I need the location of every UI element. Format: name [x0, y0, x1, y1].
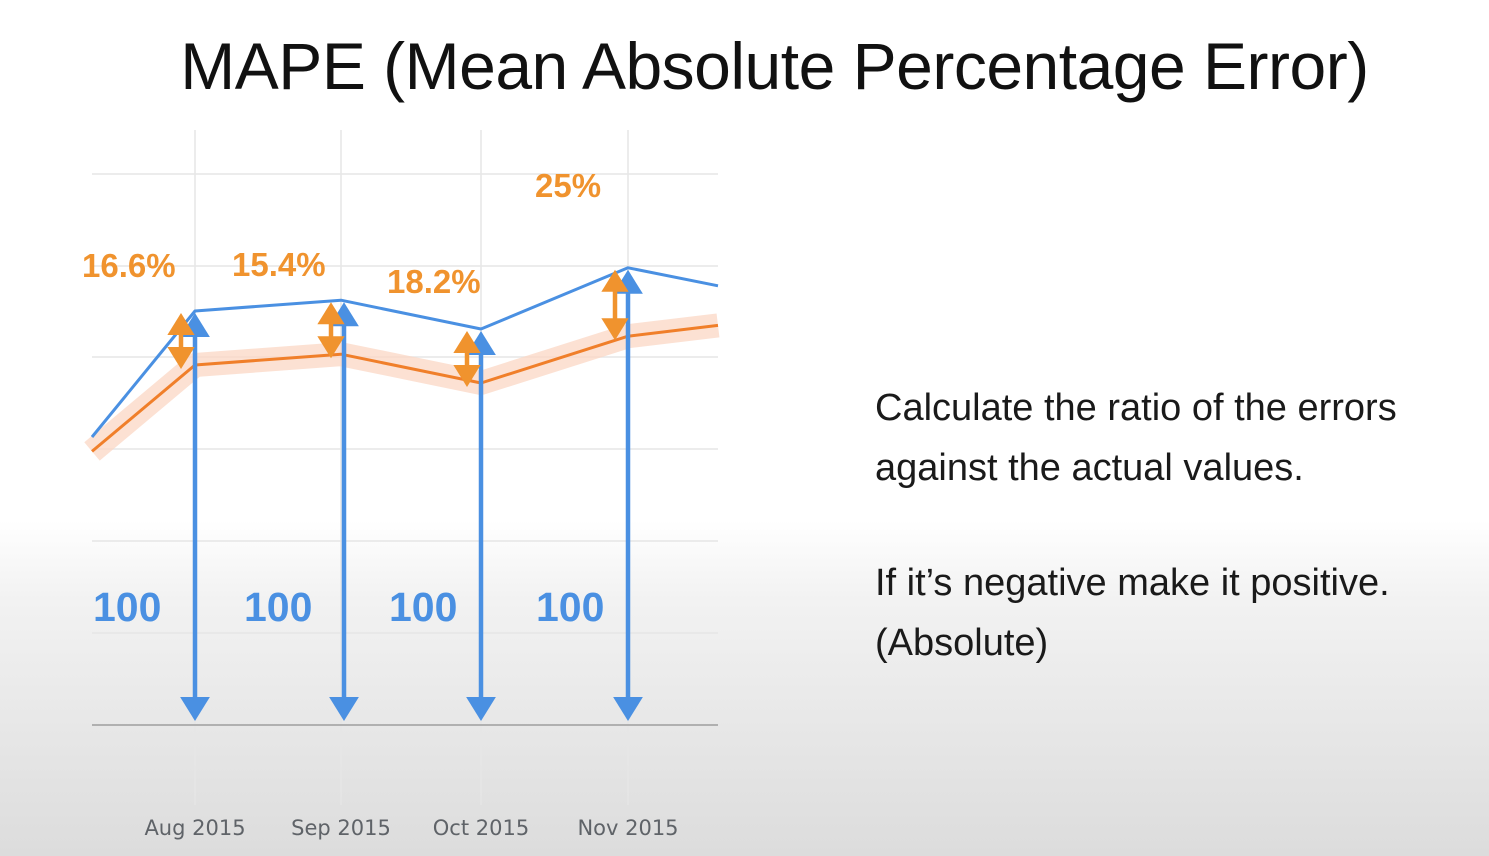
x-tick-label: Oct 2015: [433, 816, 529, 840]
error-arrow-head: [453, 331, 481, 353]
error-percent-label: 25%: [535, 167, 601, 204]
error-arrow-head: [317, 302, 345, 325]
absolute-note-line: (Absolute): [875, 622, 1049, 664]
absolute-note-line: If it’s negative make it positive.: [875, 562, 1390, 604]
forecast-line: [91, 323, 719, 453]
actual-value-label: 100: [244, 584, 312, 630]
actual-value-label: 100: [389, 584, 457, 630]
explanation-line: Calculate the ratio of the errors: [875, 387, 1397, 429]
error-arrow-head: [317, 336, 345, 359]
forecast-confidence-band: [84, 313, 720, 461]
error-percent-label: 16.6%: [82, 247, 176, 284]
error-arrow-head: [601, 318, 629, 341]
x-tick-label: Aug 2015: [144, 816, 245, 840]
actual-value-label: 100: [93, 584, 161, 630]
explanation-text: Calculate the ratio of the errors agains…: [875, 378, 1475, 498]
x-tick-label: Nov 2015: [577, 816, 678, 840]
error-arrow-head: [167, 347, 195, 369]
explanation-line: against the actual values.: [875, 447, 1304, 489]
actual-value-arrow-head: [180, 697, 210, 721]
error-arrow-head: [453, 365, 481, 387]
absolute-note-text: If it’s negative make it positive. (Abso…: [875, 553, 1475, 673]
x-tick-label: Sep 2015: [291, 816, 391, 840]
actual-value-label: 100: [536, 584, 604, 630]
error-arrow-head: [601, 269, 629, 292]
actual-value-arrow-head: [466, 697, 496, 721]
page-title: MAPE (Mean Absolute Percentage Error): [180, 29, 1369, 103]
error-arrow-head: [167, 313, 195, 335]
actual-value-arrow-head: [613, 697, 643, 721]
error-percent-label: 15.4%: [232, 246, 326, 283]
error-percent-label: 18.2%: [387, 263, 481, 300]
actual-value-arrow-head: [329, 697, 359, 721]
mape-chart: 16.6% 15.4% 18.2% 25% 100 100 100 100 Aug 2015 Se…: [82, 130, 720, 840]
